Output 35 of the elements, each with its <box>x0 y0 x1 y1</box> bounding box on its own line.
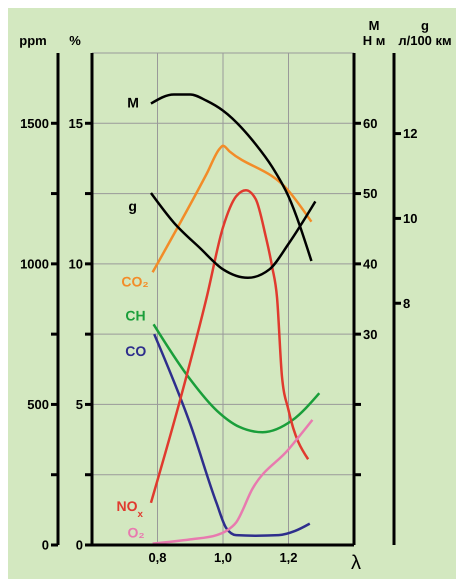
series-label: CO <box>125 343 146 360</box>
y-tick-label: 1500 <box>20 116 49 131</box>
y2-tick-label: 10 <box>403 211 418 226</box>
y-tick-label: 30 <box>363 326 378 342</box>
y-axis-title: M Н м <box>362 18 386 48</box>
y-tick-label: 60 <box>363 116 378 131</box>
x-tick-label: 1,0 <box>214 550 232 566</box>
line-series <box>152 323 321 434</box>
y-tick-label: 50 <box>363 186 378 202</box>
y-tick-label: 0 <box>42 538 49 553</box>
series-label: CH <box>125 307 146 324</box>
series-label: g <box>128 198 137 214</box>
x-tick-label: 0,8 <box>148 550 167 566</box>
line-series <box>151 144 313 274</box>
y2-tick-label: 0 <box>76 538 83 553</box>
x-tick-label: 1,2 <box>279 550 298 566</box>
line-series <box>152 332 312 537</box>
series-label: NO$_{x}$ <box>116 498 144 520</box>
y-axis-title: ppm <box>19 33 47 48</box>
y2-tick-label: 12 <box>403 126 418 142</box>
y2-tick-label: 5 <box>76 397 83 412</box>
y2-tick-label: 10 <box>68 256 83 272</box>
line-series <box>150 188 310 504</box>
series-label: O₂ <box>127 524 145 541</box>
line-series <box>151 418 314 545</box>
y2-tick-label: 15 <box>68 116 83 131</box>
y-tick-label: 1000 <box>20 256 49 272</box>
y2-tick-label: 8 <box>403 296 410 311</box>
series-label: CO₂ <box>121 273 149 290</box>
y2-axis-title: g л/100 км <box>398 18 452 48</box>
y-tick-label: 500 <box>27 397 49 412</box>
x-axis-title: λ <box>351 552 361 574</box>
y2-axis-title: % <box>69 33 82 48</box>
series-label: M <box>127 94 139 111</box>
y-tick-label: 40 <box>363 256 378 272</box>
